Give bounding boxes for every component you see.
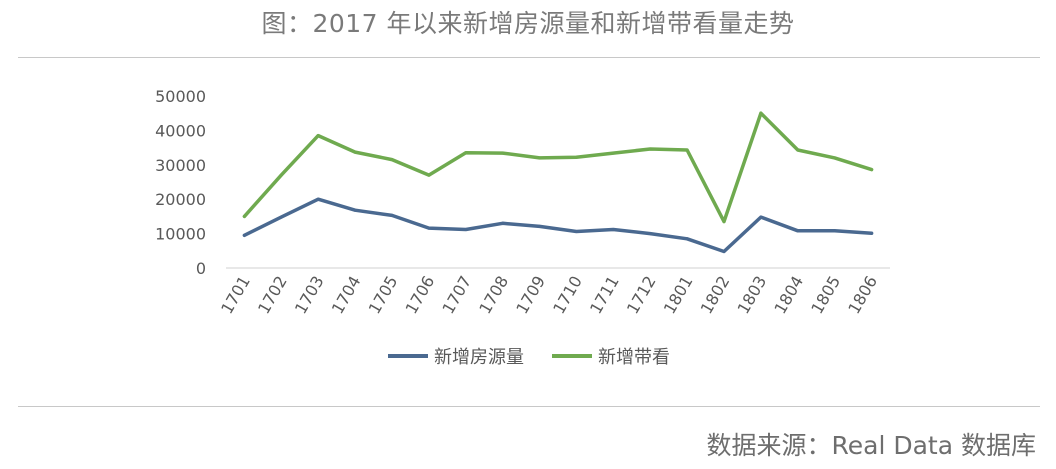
x-tick-label: 1709: [512, 273, 549, 318]
series-1-point: [648, 232, 652, 236]
series-1-point: [464, 228, 468, 231]
x-tick-label: 1802: [697, 273, 734, 318]
bottom-divider: [18, 406, 1040, 407]
chart-title: 图：2017 年以来新增房源量和新增带看量走势: [261, 9, 795, 38]
series-1-point: [574, 230, 578, 233]
y-tick-label: 30000: [155, 156, 206, 175]
series-lines: [242, 111, 874, 254]
series-2-point: [501, 151, 505, 155]
x-tick-label: 1805: [807, 273, 844, 318]
series-1-point: [538, 224, 542, 228]
series-2-point: [685, 148, 689, 152]
series-2-point: [279, 173, 283, 177]
y-tick-label: 10000: [155, 225, 206, 244]
y-tick-label: 50000: [155, 87, 206, 106]
x-tick-label: 1801: [660, 273, 697, 318]
series-2-point: [390, 158, 394, 162]
series-2-point: [538, 156, 542, 160]
series-2-point: [796, 148, 800, 152]
x-tick-label: 1701: [217, 273, 254, 318]
series-1-point: [833, 229, 837, 233]
series-1-point: [870, 231, 874, 235]
x-tick-label: 1705: [365, 273, 402, 318]
series-2-point: [574, 155, 578, 159]
series-1-point: [279, 215, 283, 219]
data-source-note: 数据来源：Real Data 数据库: [706, 431, 1036, 460]
y-axis-ticks: 0 10000 20000 30000 40000 50000: [155, 87, 206, 278]
y-tick-label: 40000: [155, 121, 206, 140]
series-1-point: [316, 197, 320, 201]
series-2-point: [722, 220, 726, 224]
series-2-point: [648, 147, 652, 151]
series-1-point: [722, 250, 726, 253]
x-tick-label: 1702: [254, 273, 291, 318]
x-tick-label: 1712: [623, 273, 660, 318]
series-2-point: [759, 111, 763, 115]
series-1-point: [427, 226, 431, 230]
x-tick-label: 1706: [402, 273, 439, 318]
series-1-point: [759, 215, 763, 219]
x-tick-label: 1704: [328, 273, 365, 318]
x-tick-label: 1806: [844, 273, 881, 318]
series-2-point: [353, 150, 357, 154]
series-line-1: [242, 197, 874, 254]
legend: 新增房源量 新增带看: [388, 347, 670, 368]
series-1-point: [611, 228, 615, 231]
x-tick-label: 1708: [475, 272, 512, 317]
x-tick-label: 1803: [734, 273, 771, 318]
x-tick-label: 1707: [438, 273, 475, 318]
legend-label-2: 新增带看: [598, 347, 670, 368]
series-2-point: [611, 151, 615, 155]
y-tick-label: 0: [196, 259, 206, 278]
top-divider: [18, 57, 1040, 58]
series-1-point: [796, 229, 800, 233]
series-1-point: [685, 237, 689, 241]
series-2-point: [870, 168, 874, 172]
legend-label-1: 新增房源量: [434, 347, 524, 368]
series-1-point: [390, 213, 394, 217]
series-2-point: [427, 173, 431, 177]
x-tick-label: 1711: [586, 273, 623, 318]
series-1-point: [353, 208, 357, 212]
series-line-2: [242, 111, 874, 224]
x-tick-label: 1703: [291, 273, 328, 318]
x-tick-label: 1804: [770, 273, 807, 318]
series-2-point: [316, 134, 320, 138]
series-2-point: [464, 151, 468, 155]
x-axis-ticks: 1701 1702 1703 1704 1705 1706 1707 1708 1709 1710…: [217, 272, 881, 317]
series-1-point: [242, 233, 246, 237]
x-tick-label: 1710: [549, 273, 586, 318]
series-1-point: [501, 221, 505, 225]
series-2-point: [833, 156, 837, 160]
series-2-point: [242, 214, 246, 218]
y-tick-label: 20000: [155, 190, 206, 209]
